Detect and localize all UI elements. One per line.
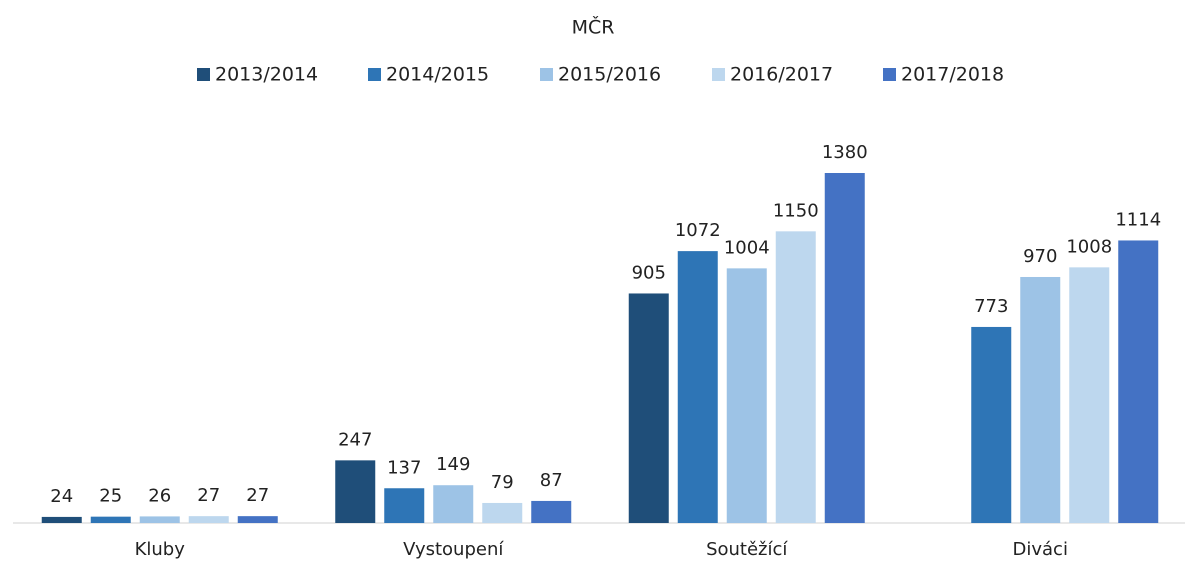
data-label: 24: [50, 486, 73, 507]
legend-swatch: [368, 68, 381, 81]
data-label: 247: [338, 429, 372, 450]
bar: [90, 516, 131, 523]
legend-label: 2013/2014: [215, 64, 318, 86]
legend-swatch: [883, 68, 896, 81]
bar: [1118, 240, 1159, 523]
chart-title: MČR: [572, 15, 615, 39]
bar: [726, 268, 767, 523]
data-label: 1008: [1066, 236, 1112, 257]
x-tick-label: Kluby: [135, 539, 186, 560]
data-label: 1150: [773, 200, 819, 221]
bar: [384, 488, 425, 523]
legend-label: 2016/2017: [730, 64, 833, 86]
bar: [824, 173, 865, 523]
bar: [188, 516, 229, 523]
bar: [1069, 267, 1110, 523]
legend-swatch: [540, 68, 553, 81]
bar: [628, 293, 669, 523]
bar: [971, 326, 1012, 523]
x-tick-label: Diváci: [1013, 539, 1068, 560]
legend-label: 2014/2015: [386, 64, 489, 86]
bar: [1020, 276, 1061, 523]
data-label: 26: [148, 485, 171, 506]
data-label: 137: [387, 457, 421, 478]
x-tick-label: Soutěžící: [706, 539, 788, 560]
data-label: 149: [436, 454, 470, 475]
data-label: 25: [99, 486, 122, 507]
data-label: 27: [197, 485, 220, 506]
bar: [237, 516, 278, 523]
legend-swatch: [197, 68, 210, 81]
data-label: 905: [632, 262, 666, 283]
bar: [775, 231, 816, 524]
bar: [433, 485, 474, 523]
bar: [482, 502, 523, 523]
x-tick-label: Vystoupení: [403, 539, 504, 560]
data-label: 87: [540, 470, 563, 491]
legend-label: 2017/2018: [901, 64, 1004, 86]
data-label: 1380: [822, 142, 868, 163]
bar: [41, 516, 82, 523]
data-label: 27: [246, 485, 269, 506]
data-label: 1072: [675, 220, 721, 241]
legend-label: 2015/2016: [558, 64, 661, 86]
bar: [335, 460, 376, 523]
data-label: 1114: [1115, 209, 1161, 230]
bar: [677, 251, 718, 523]
bar: [531, 500, 572, 523]
data-label: 79: [491, 472, 514, 493]
data-label: 773: [974, 296, 1008, 317]
bar: [139, 516, 180, 523]
data-label: 1004: [724, 237, 770, 258]
legend-swatch: [712, 68, 725, 81]
data-label: 970: [1023, 246, 1057, 267]
